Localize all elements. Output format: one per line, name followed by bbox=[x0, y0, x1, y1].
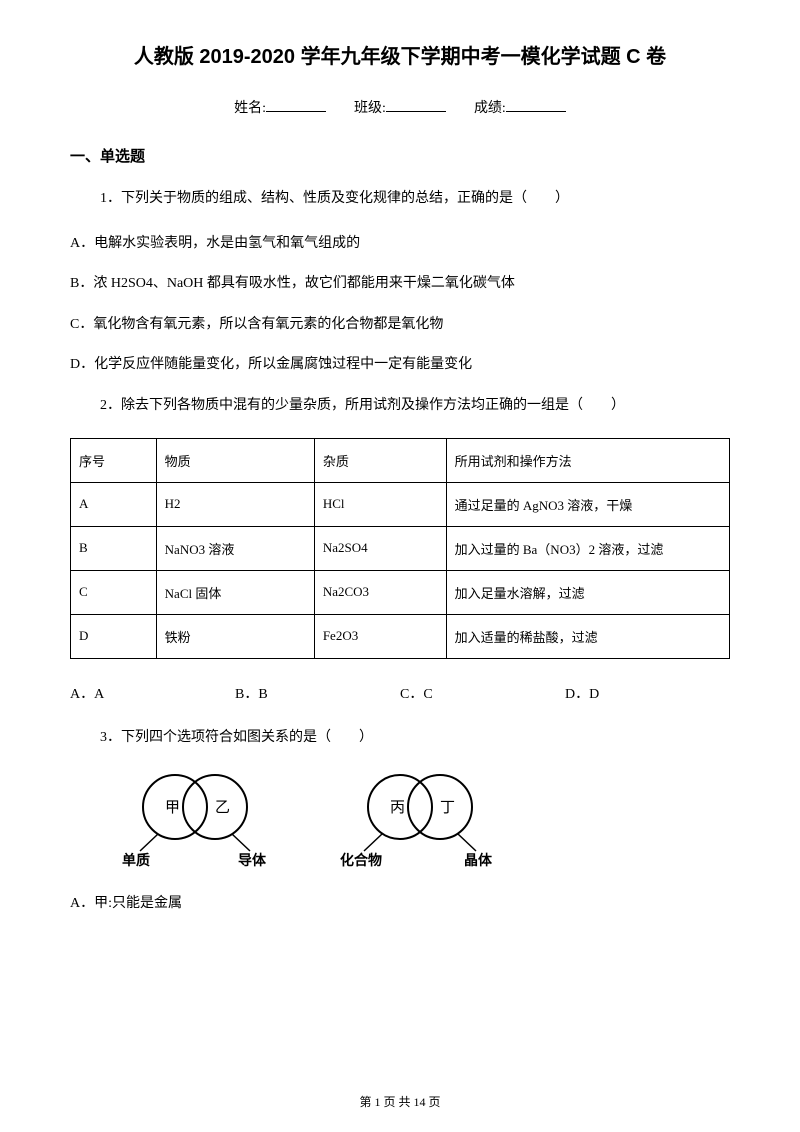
name-label: 姓名: bbox=[234, 101, 266, 116]
th-impurity: 杂质 bbox=[314, 438, 446, 482]
cell: HCl bbox=[314, 482, 446, 526]
cell: 通过足量的 AgNO3 溶液，干燥 bbox=[446, 482, 729, 526]
th-method: 所用试剂和操作方法 bbox=[446, 438, 729, 482]
cell: Fe2O3 bbox=[314, 614, 446, 658]
cell: A bbox=[71, 482, 157, 526]
venn-diagram-2: 丙 丁 化合物 晶体 bbox=[340, 769, 510, 869]
class-label: 班级: bbox=[354, 101, 386, 116]
cell: 加入过量的 Ba（NO3）2 溶液，过滤 bbox=[446, 526, 729, 570]
venn-diagram-1: 甲 乙 单质 导体 bbox=[120, 769, 280, 869]
table-row: D 铁粉 Fe2O3 加入适量的稀盐酸，过滤 bbox=[71, 614, 730, 658]
cell: NaCl 固体 bbox=[156, 570, 314, 614]
q1-text: 1．下列关于物质的组成、结构、性质及变化规律的总结，正确的是（ ） bbox=[70, 186, 730, 213]
venn2-bl-label: 化合物 bbox=[340, 852, 382, 869]
q1-option-d: D．化学反应伴随能量变化，所以金属腐蚀过程中一定有能量变化 bbox=[70, 352, 730, 379]
venn1-bl-label: 单质 bbox=[122, 852, 150, 869]
page-footer: 第 1 页 共 14 页 bbox=[0, 1093, 800, 1110]
q2-ans-b: B．B bbox=[235, 683, 400, 703]
venn-diagrams: 甲 乙 单质 导体 丙 丁 化合物 晶体 bbox=[70, 769, 730, 869]
cell: 铁粉 bbox=[156, 614, 314, 658]
th-seq: 序号 bbox=[71, 438, 157, 482]
table-row: C NaCl 固体 Na2CO3 加入足量水溶解，过滤 bbox=[71, 570, 730, 614]
cell: 加入足量水溶解，过滤 bbox=[446, 570, 729, 614]
table-header-row: 序号 物质 杂质 所用试剂和操作方法 bbox=[71, 438, 730, 482]
cell: C bbox=[71, 570, 157, 614]
table-row: A H2 HCl 通过足量的 AgNO3 溶液，干燥 bbox=[71, 482, 730, 526]
q1-option-b: B．浓 H2SO4、NaOH 都具有吸水性，故它们都能用来干燥二氧化碳气体 bbox=[70, 271, 730, 298]
cell: NaNO3 溶液 bbox=[156, 526, 314, 570]
q2-ans-d: D．D bbox=[565, 683, 730, 703]
cell: Na2SO4 bbox=[314, 526, 446, 570]
cell: H2 bbox=[156, 482, 314, 526]
venn1-br-label: 导体 bbox=[238, 852, 267, 869]
score-label: 成绩: bbox=[474, 101, 506, 116]
q2-table: 序号 物质 杂质 所用试剂和操作方法 A H2 HCl 通过足量的 AgNO3 … bbox=[70, 438, 730, 659]
venn2-right-label: 丁 bbox=[440, 800, 455, 816]
th-substance: 物质 bbox=[156, 438, 314, 482]
student-info-line: 姓名: 班级: 成绩: bbox=[70, 97, 730, 117]
venn1-right-label: 乙 bbox=[215, 800, 230, 816]
page-title: 人教版 2019-2020 学年九年级下学期中考一模化学试题 C 卷 bbox=[70, 40, 730, 69]
cell: Na2CO3 bbox=[314, 570, 446, 614]
name-blank[interactable] bbox=[266, 98, 326, 112]
venn2-left-label: 丙 bbox=[390, 800, 405, 816]
cell: D bbox=[71, 614, 157, 658]
q2-text: 2．除去下列各物质中混有的少量杂质，所用试剂及操作方法均正确的一组是（ ） bbox=[70, 393, 730, 420]
table-row: B NaNO3 溶液 Na2SO4 加入过量的 Ba（NO3）2 溶液，过滤 bbox=[71, 526, 730, 570]
venn1-left-label: 甲 bbox=[165, 800, 180, 816]
venn2-br-label: 晶体 bbox=[464, 852, 493, 869]
class-blank[interactable] bbox=[386, 98, 446, 112]
q3-option-a: A．甲:只能是金属 bbox=[70, 891, 730, 918]
q3-text: 3．下列四个选项符合如图关系的是（ ） bbox=[70, 725, 730, 752]
cell: 加入适量的稀盐酸，过滤 bbox=[446, 614, 729, 658]
q2-ans-a: A．A bbox=[70, 683, 235, 703]
score-blank[interactable] bbox=[506, 98, 566, 112]
section-header: 一、单选题 bbox=[70, 145, 730, 166]
q2-answer-options: A．A B．B C．C D．D bbox=[70, 683, 730, 703]
q1-option-a: A．电解水实验表明，水是由氢气和氧气组成的 bbox=[70, 231, 730, 258]
cell: B bbox=[71, 526, 157, 570]
q1-option-c: C．氧化物含有氧元素，所以含有氧元素的化合物都是氧化物 bbox=[70, 312, 730, 339]
q2-ans-c: C．C bbox=[400, 683, 565, 703]
